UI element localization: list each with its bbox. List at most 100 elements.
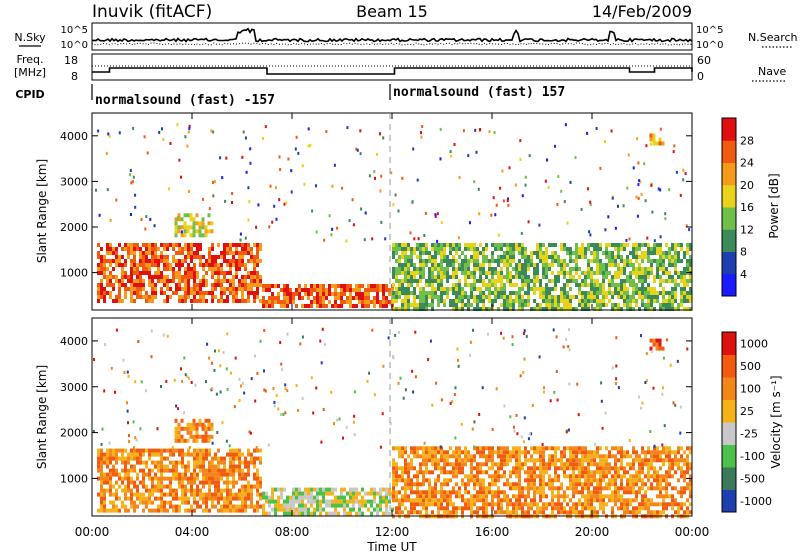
heatmap-cell [560, 291, 563, 295]
heatmap-cell [593, 462, 596, 467]
heatmap-cell [232, 275, 235, 279]
heatmap-cell [548, 474, 551, 479]
heatmap-cell [482, 506, 485, 511]
heatmap-cell [277, 487, 280, 492]
heatmap-cell [292, 300, 295, 304]
heatmap-cell [581, 466, 584, 471]
heatmap-cell [584, 446, 587, 451]
heatmap-cell [425, 259, 428, 263]
heatmap-cell [316, 507, 319, 512]
heatmap-cell [100, 291, 103, 295]
heatmap-cell [343, 499, 346, 504]
heatmap-cell [163, 299, 166, 303]
heatmap-cell [524, 478, 527, 483]
heatmap-cell [392, 247, 395, 251]
heatmap-cell [449, 478, 452, 483]
heatmap-cell [518, 498, 521, 503]
heatmap-cell [428, 303, 431, 307]
heatmap-cell [436, 212, 439, 216]
heatmap-cell [457, 236, 460, 240]
heatmap-cell [587, 267, 590, 271]
heatmap-cell [136, 275, 139, 279]
heatmap-cell [542, 243, 545, 247]
heatmap-cell [551, 263, 554, 267]
heatmap-cell [581, 255, 584, 259]
heatmap-cell [212, 130, 215, 134]
heatmap-cell [413, 271, 416, 275]
heatmap-cell [106, 476, 109, 481]
heatmap-cell [665, 482, 668, 487]
heatmap-cell [247, 218, 250, 222]
heatmap-cell [422, 498, 425, 503]
heatmap-cell [103, 452, 106, 457]
heatmap-cell [187, 287, 190, 291]
heatmap-cell [259, 259, 262, 263]
heatmap-cell [180, 426, 184, 431]
heatmap-cell [231, 192, 234, 195]
heatmap-cell [521, 287, 524, 291]
heatmap-cell [488, 279, 491, 283]
heatmap-cell [157, 476, 160, 481]
colorbar-tick-label: 25 [740, 405, 754, 418]
heatmap-cell [187, 476, 190, 481]
heatmap-cell [593, 295, 596, 299]
heatmap-cell [425, 466, 428, 471]
heatmap-cell [307, 127, 310, 131]
heatmap-cell [413, 466, 416, 471]
heatmap-cell [674, 247, 677, 251]
heatmap-cell [133, 267, 136, 271]
heatmap-cell [169, 452, 172, 457]
heatmap-cell [452, 474, 455, 479]
heatmap-cell [611, 490, 614, 495]
heatmap-cell [106, 456, 109, 461]
heatmap-cell [557, 498, 560, 503]
heatmap-cell [443, 303, 446, 307]
heatmap-cell [476, 263, 479, 267]
heatmap-cell [674, 267, 677, 271]
heatmap-cell [283, 507, 286, 512]
heatmap-cell [376, 300, 379, 304]
heatmap-cell [596, 446, 599, 451]
heatmap-cell [494, 470, 497, 475]
heatmap-cell [503, 259, 506, 263]
heatmap-cell [328, 288, 331, 292]
heatmap-cell [247, 295, 250, 299]
heatmap-cell [575, 486, 578, 491]
heatmap-cell [671, 486, 674, 491]
heatmap-cell [647, 502, 650, 507]
heatmap-cell [382, 136, 385, 140]
heatmap-cell [311, 209, 314, 213]
heatmap-cell [437, 506, 440, 511]
heatmap-cell [199, 263, 202, 267]
heatmap-cell [602, 462, 605, 467]
heatmap-cell [425, 279, 428, 283]
heatmap-cell [361, 284, 364, 288]
colorbar-tick-label: 20 [740, 179, 754, 192]
heatmap-cell [148, 492, 151, 497]
heatmap-cell [608, 498, 611, 503]
heatmap-cell [602, 287, 605, 291]
heatmap-cell [124, 287, 127, 291]
heatmap-cell [184, 472, 187, 477]
heatmap-cell [355, 296, 358, 300]
heatmap-cell [404, 251, 407, 255]
heatmap-cell [617, 386, 620, 390]
heatmap-cell [578, 502, 581, 507]
heatmap-cell [157, 279, 160, 283]
heatmap-cell [527, 299, 530, 303]
heatmap-cell [683, 275, 686, 279]
colorbar-swatch [722, 332, 736, 355]
heatmap-cell [683, 502, 686, 507]
heatmap-cell [686, 506, 689, 511]
heatmap-cell [118, 456, 121, 461]
heatmap-cell [674, 498, 677, 503]
heatmap-cell [193, 496, 196, 501]
heatmap-cell [238, 299, 241, 303]
heatmap-cell [482, 494, 485, 499]
heatmap-cell [193, 476, 196, 481]
heatmap-cell [629, 498, 632, 503]
heatmap-cell [548, 446, 551, 451]
heatmap-cell [614, 494, 617, 499]
heatmap-cell [515, 413, 518, 417]
heatmap-cell [587, 291, 590, 295]
